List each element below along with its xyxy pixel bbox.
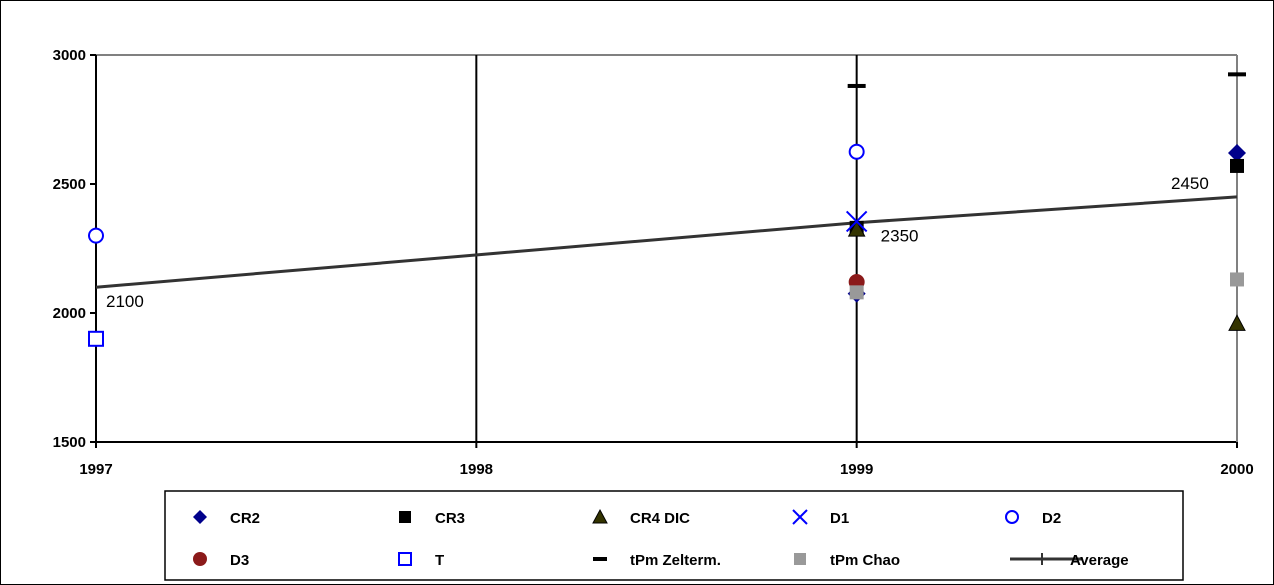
x-tick-label-1998: 1998 bbox=[460, 461, 493, 478]
data-label-2100: 2100 bbox=[106, 292, 144, 311]
legend-label-tpm-chao: tPm Chao bbox=[830, 552, 900, 569]
x-tick-label-1997: 1997 bbox=[79, 461, 112, 478]
legend-marker-d2 bbox=[1005, 510, 1019, 524]
point-tpm-chao-1 bbox=[1230, 272, 1244, 287]
y-tick-label-2500: 2500 bbox=[53, 176, 86, 193]
legend-marker-cr4-dic bbox=[592, 508, 608, 524]
legend-label-average: Average bbox=[1070, 552, 1129, 569]
point-tpm-zelterm-1 bbox=[1228, 72, 1246, 77]
legend-label-cr3: CR3 bbox=[435, 510, 465, 527]
legend bbox=[164, 490, 1184, 581]
legend-label-t: T bbox=[435, 552, 444, 569]
data-label-2450: 2450 bbox=[1171, 174, 1209, 193]
point-cr2-1 bbox=[1228, 144, 1246, 163]
point-cr4-dic-0 bbox=[847, 220, 866, 237]
legend-label-tpm-zelterm: tPm Zelterm. bbox=[630, 552, 721, 569]
x-tick-label-1999: 1999 bbox=[840, 461, 873, 478]
legend-label-d1: D1 bbox=[830, 510, 849, 527]
legend-marker-cr3 bbox=[399, 511, 411, 523]
point-cr4-dic-1 bbox=[1228, 314, 1246, 331]
legend-label-d3: D3 bbox=[230, 552, 249, 569]
point-tpm-zelterm-0 bbox=[847, 83, 866, 88]
legend-marker-t bbox=[398, 552, 412, 566]
point-cr3-1 bbox=[1230, 158, 1244, 173]
y-tick-label-3000: 3000 bbox=[53, 47, 86, 64]
point-d2-0 bbox=[88, 227, 104, 244]
point-d2-1 bbox=[848, 143, 865, 160]
legend-marker-cr2 bbox=[193, 510, 207, 524]
legend-label-d2: D2 bbox=[1042, 510, 1061, 527]
point-tpm-chao-0 bbox=[849, 285, 864, 300]
x-tick-label-2000: 2000 bbox=[1220, 461, 1253, 478]
plot-area bbox=[96, 55, 1237, 442]
point-d1-0 bbox=[845, 210, 868, 233]
y-tick-label-1500: 1500 bbox=[53, 434, 86, 451]
legend-marker-tpm-zelterm bbox=[593, 557, 607, 561]
legend-label-cr4-dic: CR4 DIC bbox=[630, 510, 690, 527]
legend-label-cr2: CR2 bbox=[230, 510, 260, 527]
data-label-2350: 2350 bbox=[881, 227, 919, 246]
legend-marker-d3 bbox=[193, 552, 207, 566]
legend-marker-d1 bbox=[792, 509, 808, 525]
point-t-0 bbox=[88, 330, 104, 347]
legend-marker-tpm-chao bbox=[794, 553, 806, 565]
y-tick-label-2000: 2000 bbox=[53, 305, 86, 322]
